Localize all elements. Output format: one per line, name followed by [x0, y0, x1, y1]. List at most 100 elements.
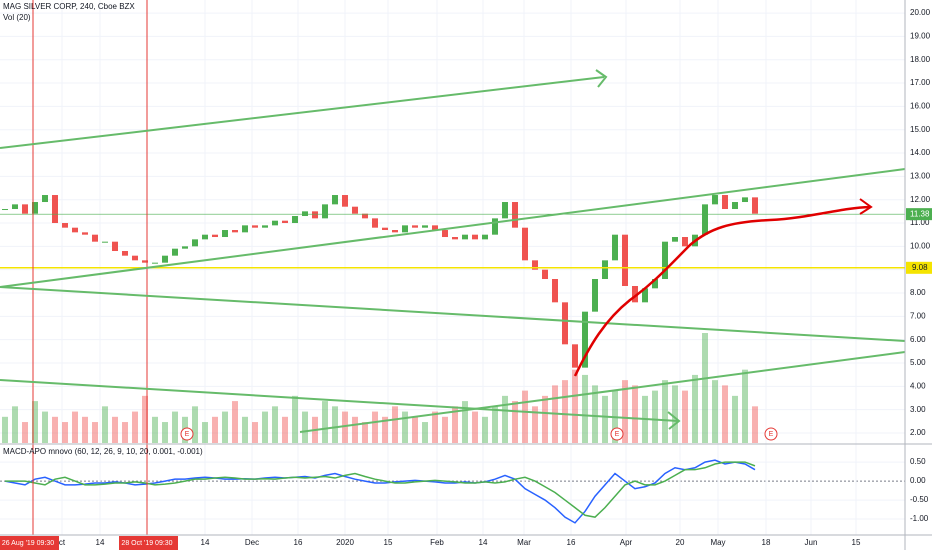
price-badge-label: 11.38	[910, 209, 930, 218]
volume-bar	[412, 416, 418, 443]
candle	[552, 279, 558, 303]
volume-bar	[712, 380, 718, 443]
earnings-marker-label: E	[185, 431, 190, 438]
y-tick-label: 20.00	[910, 8, 931, 17]
projection-curve	[573, 205, 871, 377]
volume-bar	[112, 416, 118, 443]
volume-bar	[342, 411, 348, 443]
volume-bar	[682, 390, 688, 443]
level-badge	[906, 261, 932, 274]
candle	[142, 260, 148, 263]
chart-title: MAG SILVER CORP, 240, Cboe BZX	[3, 2, 135, 11]
volume-bar	[492, 406, 498, 443]
candle	[512, 202, 518, 228]
arrow-head	[595, 69, 608, 88]
y-tick-label: 4.00	[910, 381, 926, 390]
volume-bar	[362, 422, 368, 443]
candle	[742, 197, 748, 203]
macd-tick-label: 0.00	[910, 476, 926, 485]
candle	[402, 225, 408, 233]
candle	[282, 220, 288, 224]
x-tick-label: 14	[96, 538, 105, 547]
volume-bar	[282, 416, 288, 443]
volume-bar	[402, 411, 408, 443]
candle	[572, 344, 578, 368]
trend-line	[299, 351, 906, 433]
volume-bar	[212, 416, 218, 443]
y-tick-label: 18.00	[910, 55, 931, 64]
arrow-head	[667, 411, 681, 430]
level-badge-label: 9.08	[912, 263, 928, 272]
candle	[92, 234, 98, 242]
candle	[712, 195, 718, 205]
volume-bar	[422, 422, 428, 443]
y-tick-label: 17.00	[910, 78, 931, 87]
y-tick-label: 8.00	[910, 288, 926, 297]
candle	[232, 230, 238, 233]
volume-bar	[692, 374, 698, 443]
volume-bar	[122, 422, 128, 443]
candle	[582, 311, 588, 368]
trend-line	[0, 168, 906, 288]
volume-bar	[732, 395, 738, 443]
candle	[672, 237, 678, 242]
candle	[52, 195, 58, 224]
candle	[532, 260, 538, 270]
macd-tick-label: 0.50	[910, 457, 926, 466]
x-tick-label: 15	[384, 538, 393, 547]
candle	[122, 251, 128, 256]
volume-bar	[332, 406, 338, 443]
x-tick-label: 16	[567, 538, 576, 547]
volume-bar	[92, 422, 98, 443]
candle	[732, 202, 738, 210]
candle	[152, 262, 158, 264]
x-tick-label: Feb	[430, 538, 444, 547]
candle	[502, 202, 508, 219]
volume-bar	[42, 411, 48, 443]
arrow-head	[859, 198, 873, 215]
volume-bar	[82, 416, 88, 443]
volume-bar	[662, 380, 668, 443]
volume-bar	[2, 416, 8, 443]
trend-line	[0, 379, 679, 422]
candle	[252, 225, 258, 228]
candle	[222, 230, 228, 238]
y-tick-label: 5.00	[910, 358, 926, 367]
volume-bar	[482, 416, 488, 443]
indicator-label: MACD-APO mnovo (60, 12, 26, 9, 10, 20, 0…	[3, 447, 203, 456]
y-tick-label: 7.00	[910, 311, 926, 320]
volume-bar	[752, 406, 758, 443]
candle	[32, 202, 38, 214]
candle	[522, 227, 528, 261]
y-tick-label: 12.00	[910, 195, 931, 204]
x-tick-label: 26 Aug '19 09:30	[2, 540, 54, 547]
volume-bar	[292, 395, 298, 443]
x-label-highlight	[0, 536, 59, 550]
x-tick-label: 20	[676, 538, 685, 547]
candle	[192, 239, 198, 247]
x-tick-label: 15	[852, 538, 861, 547]
volume-bar	[722, 385, 728, 443]
volume-bar	[702, 333, 708, 443]
candle	[302, 211, 308, 217]
candle	[602, 260, 608, 280]
earnings-marker	[610, 427, 624, 441]
volume-bar	[472, 411, 478, 443]
volume-bar	[632, 385, 638, 443]
y-tick-label: 19.00	[910, 32, 931, 41]
candle	[312, 211, 318, 219]
volume-bar	[452, 406, 458, 443]
candle	[2, 209, 8, 211]
candle	[462, 234, 468, 240]
volume-bar	[592, 385, 598, 443]
x-tick-label: ct	[59, 538, 66, 547]
volume-bar	[652, 390, 658, 443]
volume-bar	[432, 411, 438, 443]
candle	[12, 204, 18, 210]
volume-bar	[442, 416, 448, 443]
candle	[612, 234, 618, 261]
volume-bar	[322, 401, 328, 443]
candle	[372, 218, 378, 228]
x-tick-label: 18	[762, 538, 771, 547]
volume-bar	[222, 411, 228, 443]
